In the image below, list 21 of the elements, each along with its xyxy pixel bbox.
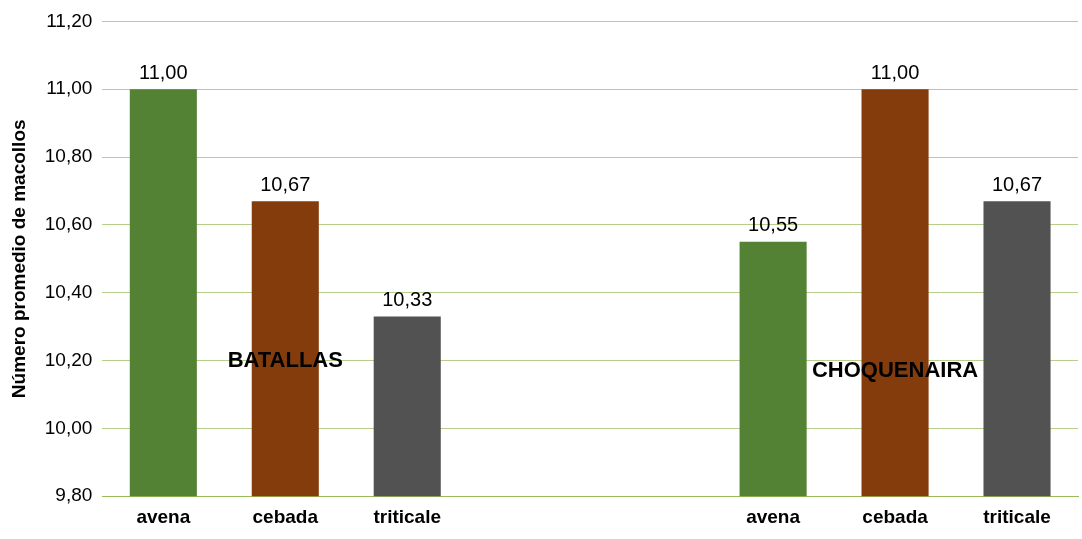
x-tick-label: cebada: [862, 505, 929, 527]
data-label: 10,67: [260, 172, 311, 195]
data-label: 10,67: [991, 172, 1043, 195]
y-tick-label: 10,60: [44, 213, 93, 235]
y-tick-label: 10,40: [44, 280, 93, 302]
x-tick-label: cebada: [252, 505, 319, 527]
y-tick-label: 9,80: [55, 484, 93, 506]
y-tick-label: 11,00: [46, 77, 93, 99]
data-label: 10,33: [382, 287, 433, 310]
x-tick-label: triticale: [983, 505, 1051, 527]
y-tick-label: 10,00: [44, 416, 93, 438]
y-axis-title: Número promedio de macollos: [7, 119, 29, 399]
x-tick-label: triticale: [373, 505, 442, 527]
x-tick-label: avena: [136, 505, 191, 527]
y-tick-label: 10,20: [44, 348, 93, 370]
data-label: 11,00: [139, 60, 188, 83]
y-tick-label: 10,80: [44, 145, 93, 167]
data-label: 11,00: [870, 60, 920, 83]
y-tick-label: 11,20: [46, 9, 93, 31]
data-label: 10,55: [748, 213, 799, 236]
x-tick-label: avena: [746, 505, 801, 527]
